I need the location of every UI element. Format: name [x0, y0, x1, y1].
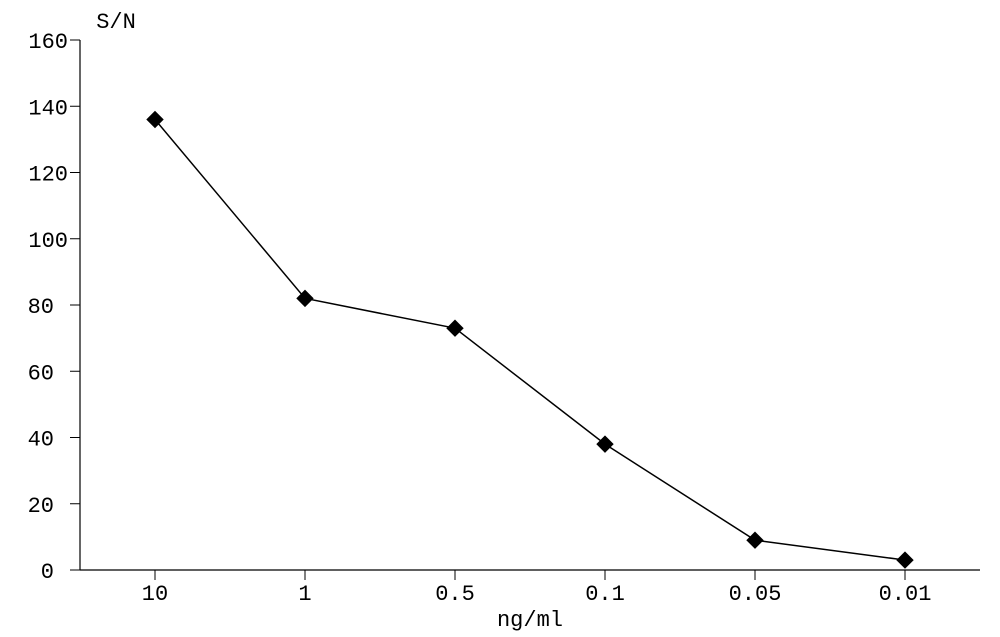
data-point-marker — [597, 436, 613, 452]
data-point-marker — [897, 552, 913, 568]
y-tick-label: 80 — [28, 295, 54, 320]
x-tick-label: 0.01 — [879, 582, 932, 607]
x-tick-label: 0.1 — [585, 582, 625, 607]
line-chart: 0 20 40 60 80 100 120 140 160 S/N 10 1 0.5 0.1 0.05 0.0… — [0, 0, 1000, 637]
y-tick-label: 20 — [28, 494, 54, 519]
y-tick-label: 0 — [41, 560, 54, 585]
y-tick-label: 160 — [28, 30, 68, 55]
data-point-marker — [747, 532, 763, 548]
y-tick-label: 120 — [28, 163, 68, 188]
x-tick-label: 1 — [298, 582, 311, 607]
data-point-marker — [447, 320, 463, 336]
y-axis-title: S/N — [96, 10, 136, 35]
y-tick-label: 140 — [28, 96, 68, 121]
y-tick-label: 40 — [28, 428, 54, 453]
y-tick-label: 60 — [28, 361, 54, 386]
series-line — [155, 120, 905, 561]
x-tick-label: 0.5 — [435, 582, 475, 607]
x-tick-label: 0.05 — [729, 582, 782, 607]
chart-container: 0 20 40 60 80 100 120 140 160 S/N 10 1 0.5 0.1 0.05 0.0… — [0, 0, 1000, 637]
x-axis-title: ng/ml — [497, 608, 563, 633]
y-tick-label: 100 — [28, 229, 68, 254]
x-tick-label: 10 — [142, 582, 168, 607]
